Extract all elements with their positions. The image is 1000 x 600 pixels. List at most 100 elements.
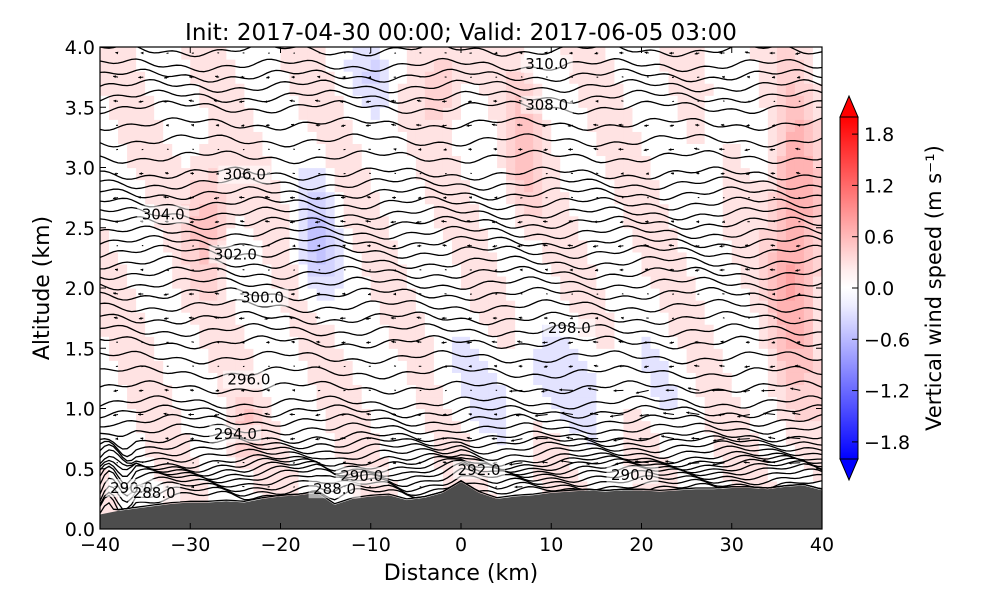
- wind-cell: [794, 155, 805, 169]
- wind-cell: [632, 131, 643, 144]
- wind-cell: [479, 83, 489, 96]
- wind-cell: [659, 288, 670, 301]
- wind-vector-head: [416, 220, 419, 224]
- wind-cell: [785, 420, 796, 434]
- wind-cell: [370, 408, 381, 422]
- wind-cell: [424, 107, 435, 120]
- wind-vector-head: [613, 389, 617, 393]
- wind-cell: [668, 275, 679, 289]
- wind-cell: [325, 492, 336, 506]
- wind-cell: [596, 239, 606, 253]
- wind-cell: [415, 155, 426, 169]
- wind-cell: [136, 107, 146, 120]
- wind-cell: [451, 191, 462, 205]
- wind-cell: [217, 155, 227, 169]
- wind-cell: [776, 384, 787, 398]
- wind-cell: [569, 95, 579, 108]
- wind-cell: [623, 119, 634, 132]
- wind-cell: [154, 71, 164, 84]
- wind-vector-head: [264, 195, 268, 199]
- wind-cell: [271, 263, 282, 277]
- wind-vector-head: [635, 460, 638, 463]
- wind-cell: [641, 251, 652, 265]
- wind-cell: [650, 155, 661, 169]
- wind-cell: [722, 312, 733, 325]
- wind-vector-head: [264, 317, 268, 320]
- wind-cell: [461, 408, 471, 422]
- wind-cell: [415, 107, 426, 120]
- wind-cell: [533, 384, 543, 398]
- wind-cell: [677, 167, 688, 181]
- wind-vector-head: [569, 51, 573, 55]
- wind-cell: [659, 420, 670, 434]
- wind-cell: [758, 215, 769, 229]
- wind-cell: [352, 288, 363, 301]
- wind-cell: [731, 263, 742, 277]
- wind-cell: [100, 131, 110, 144]
- wind-cell: [677, 59, 688, 72]
- wind-cell: [470, 107, 480, 120]
- wind-cell: [740, 107, 751, 120]
- wind-cell: [190, 324, 200, 337]
- wind-cell: [370, 384, 381, 398]
- wind-cell: [605, 71, 616, 84]
- wind-cell: [172, 83, 182, 96]
- wind-cell: [217, 203, 227, 217]
- wind-cell: [704, 203, 715, 217]
- wind-cell: [803, 95, 814, 108]
- contour-label: 306.0: [223, 166, 266, 184]
- wind-cell: [334, 119, 345, 132]
- wind-cell: [569, 191, 579, 205]
- wind-cell: [767, 191, 778, 205]
- wind-cell: [812, 155, 822, 169]
- wind-cell: [433, 456, 444, 470]
- wind-cell: [199, 227, 209, 241]
- wind-cell: [145, 456, 155, 470]
- wind-cell: [731, 215, 742, 229]
- wind-cell: [803, 143, 814, 157]
- wind-cell: [253, 107, 264, 120]
- wind-cell: [497, 444, 507, 458]
- wind-cell: [740, 215, 751, 229]
- wind-cell: [740, 468, 751, 482]
- wind-cell: [785, 336, 796, 349]
- wind-cell: [677, 95, 688, 108]
- wind-cell: [118, 408, 128, 422]
- wind-cell: [749, 47, 760, 60]
- wind-cell: [677, 372, 688, 385]
- wind-cell: [623, 384, 634, 398]
- wind-cell: [451, 263, 462, 277]
- wind-cell: [497, 312, 507, 325]
- wind-cell: [253, 95, 264, 108]
- wind-cell: [451, 239, 462, 253]
- wind-cell: [713, 396, 724, 410]
- wind-cell: [479, 107, 489, 120]
- wind-cell: [118, 456, 128, 470]
- wind-cell: [136, 263, 146, 277]
- wind-cell: [488, 348, 498, 361]
- wind-cell: [461, 263, 471, 277]
- wind-cell: [280, 312, 291, 325]
- wind-cell: [415, 179, 426, 193]
- wind-cell: [623, 312, 634, 325]
- wind-cell: [803, 263, 814, 277]
- wind-cell: [668, 348, 679, 361]
- wind-cell: [100, 179, 110, 193]
- wind-cell: [235, 143, 246, 157]
- wind-cell: [370, 95, 381, 108]
- wind-cell: [632, 384, 643, 398]
- wind-cell: [650, 119, 661, 132]
- wind-cell: [623, 396, 634, 410]
- wind-cell: [659, 348, 670, 361]
- wind-cell: [199, 119, 209, 132]
- wind-cell: [271, 155, 282, 169]
- wind-cell: [587, 59, 597, 72]
- wind-cell: [524, 336, 534, 349]
- wind-cell: [551, 215, 561, 229]
- wind-cell: [181, 251, 191, 265]
- wind-cell: [172, 324, 182, 337]
- wind-vector-head: [441, 124, 445, 128]
- wind-cell: [271, 131, 282, 144]
- wind-cell: [442, 71, 453, 84]
- wind-cell: [316, 71, 327, 84]
